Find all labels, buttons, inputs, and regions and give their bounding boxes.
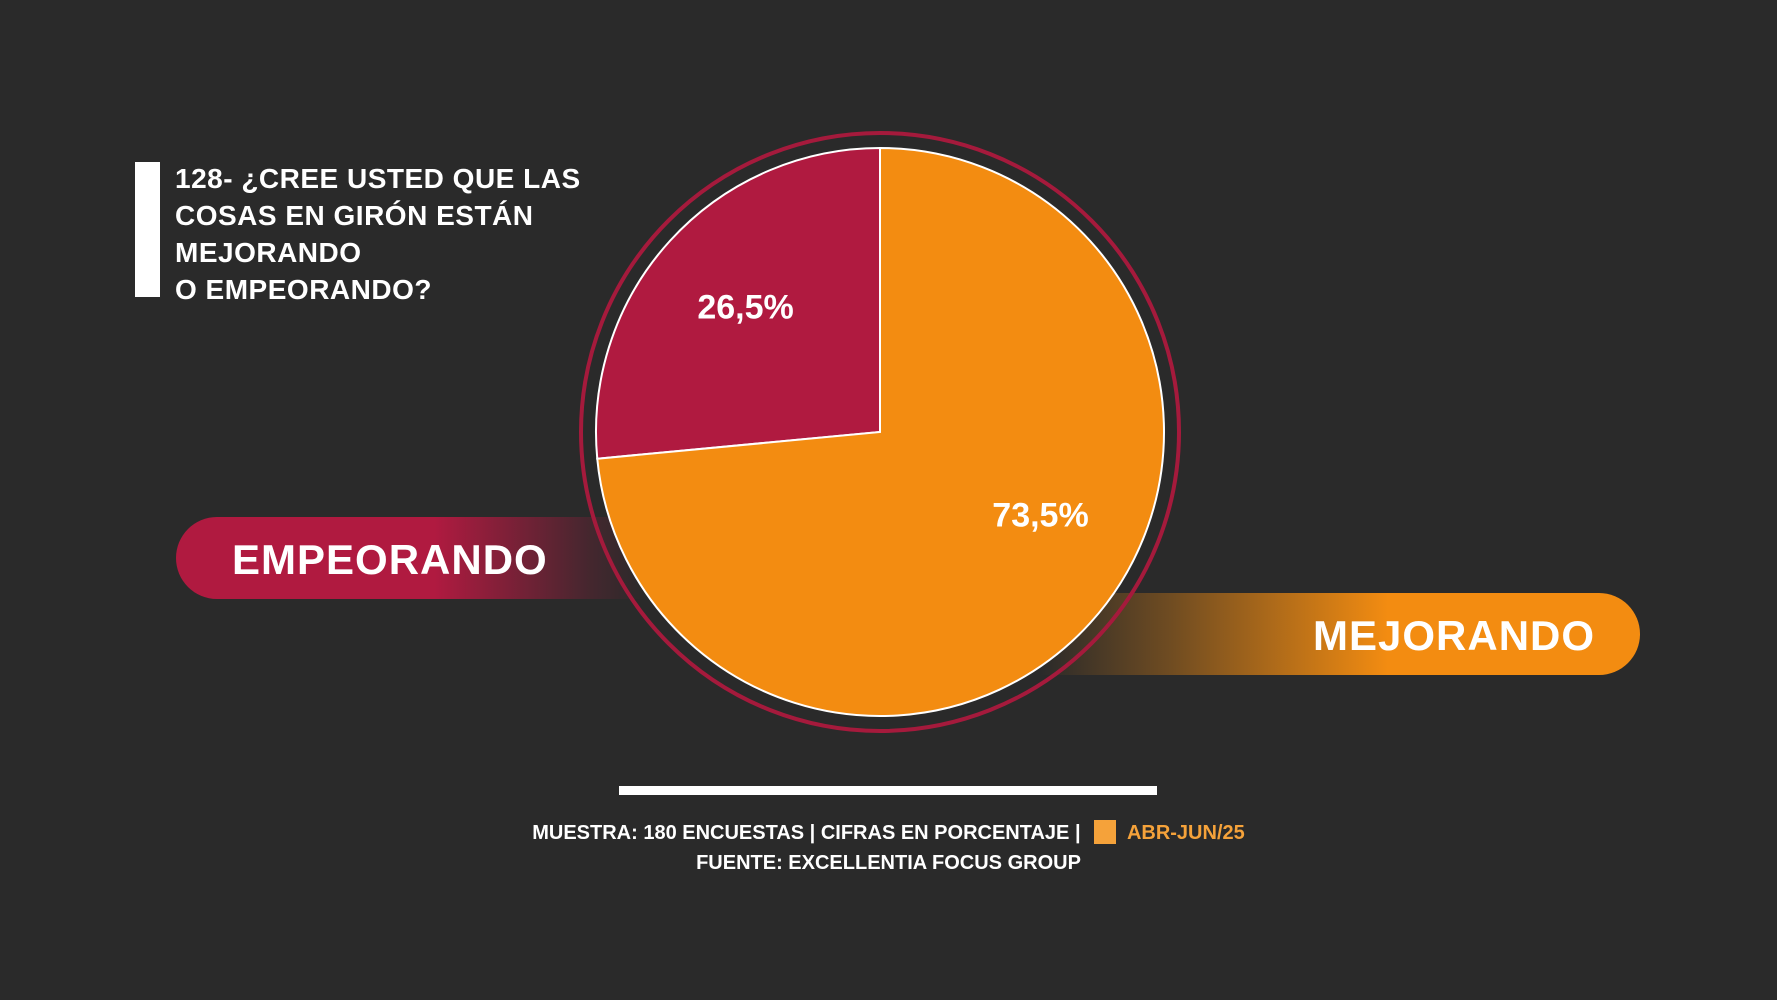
- legend-label-mejorando: MEJORANDO: [1313, 612, 1596, 659]
- pie-data-labels: 26,5% 73,5%: [697, 289, 1088, 535]
- title-line: MEJORANDO: [175, 237, 362, 268]
- footer-divider: [619, 786, 1157, 795]
- pie-label-mejorando: 73,5%: [992, 496, 1088, 534]
- footer-period: ABR-JUN/25: [1126, 822, 1245, 844]
- title-line: COSAS EN GIRÓN ESTÁN: [175, 200, 534, 231]
- title-accent-bar: [135, 162, 160, 297]
- legend-pill-empeorando: [176, 517, 646, 599]
- pie-label-empeorando: 26,5%: [697, 289, 793, 327]
- pie-slice-mejorando: [596, 146, 1165, 717]
- pie-slice-empeorando: [595, 146, 881, 460]
- chart-title: 128- ¿CREE USTED QUE LAS COSAS EN GIRÓN …: [175, 160, 605, 308]
- pie-outer-ring: [579, 131, 1181, 733]
- legend-pill-mejorando: [1040, 593, 1640, 675]
- pie-slices: [595, 146, 1165, 717]
- period-swatch: [1094, 820, 1117, 844]
- title-line: O EMPEORANDO?: [175, 274, 432, 305]
- title-line: 128- ¿CREE USTED QUE LAS: [175, 163, 581, 194]
- footer-source: FUENTE: EXCELLENTIA FOCUS GROUP: [696, 852, 1081, 874]
- legend-label-empeorando: EMPEORANDO: [232, 536, 548, 583]
- footer-sample-line: MUESTRA: 180 ENCUESTAS | CIFRAS EN PORCE…: [0, 820, 1777, 845]
- footer-sample-text: MUESTRA: 180 ENCUESTAS | CIFRAS EN PORCE…: [532, 822, 1081, 844]
